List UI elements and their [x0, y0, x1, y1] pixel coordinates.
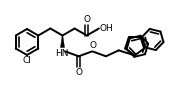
- Text: OH: OH: [100, 24, 114, 33]
- Text: O: O: [83, 15, 90, 23]
- Text: Cl: Cl: [23, 56, 31, 65]
- Text: O: O: [89, 41, 96, 51]
- Polygon shape: [61, 36, 65, 47]
- Text: O: O: [75, 68, 82, 77]
- Text: HN: HN: [55, 48, 68, 58]
